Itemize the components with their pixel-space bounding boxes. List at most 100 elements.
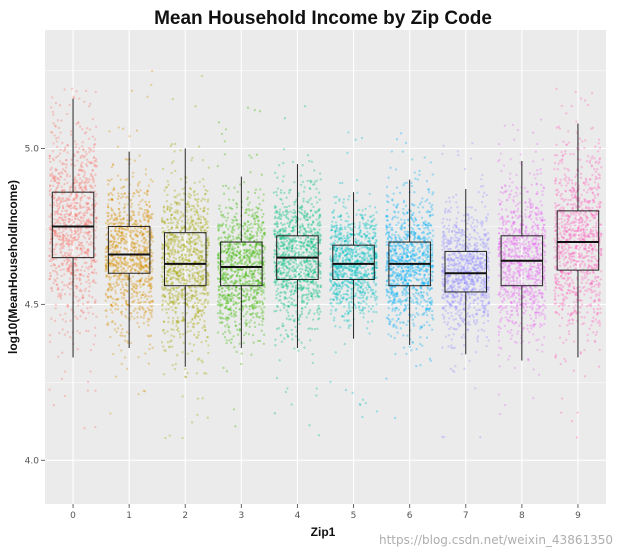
jitter-point xyxy=(135,220,138,223)
jitter-point xyxy=(188,249,191,252)
jitter-point xyxy=(317,209,320,212)
jitter-point xyxy=(198,239,201,242)
jitter-point xyxy=(88,150,91,154)
jitter-point xyxy=(163,220,166,223)
jitter-point xyxy=(49,242,52,246)
jitter-point xyxy=(136,190,139,194)
jitter-point xyxy=(107,183,110,186)
jitter-point xyxy=(78,289,81,292)
jitter-point xyxy=(87,290,91,293)
jitter-point xyxy=(150,217,154,220)
jitter-point xyxy=(230,261,233,265)
jitter-point xyxy=(107,211,110,215)
jitter-point xyxy=(48,226,51,229)
jitter-outlier xyxy=(121,127,125,130)
jitter-point xyxy=(80,188,84,192)
jitter-point xyxy=(52,248,55,251)
jitter-point xyxy=(185,258,188,262)
jitter-point xyxy=(201,361,204,364)
jitter-point xyxy=(189,225,192,228)
jitter-point xyxy=(343,225,347,229)
jitter-point xyxy=(147,295,151,298)
jitter-point xyxy=(197,274,200,278)
jitter-point xyxy=(189,329,192,333)
jitter-point xyxy=(176,328,179,332)
jitter-point xyxy=(64,209,67,212)
jitter-point xyxy=(136,239,139,243)
jitter-point xyxy=(83,173,86,176)
jitter-outlier xyxy=(48,388,51,391)
jitter-point xyxy=(62,268,65,271)
jitter-point xyxy=(110,251,113,254)
jitter-point xyxy=(129,236,132,239)
jitter-point xyxy=(310,203,314,206)
jitter-point xyxy=(110,165,114,169)
jitter-point xyxy=(299,247,302,250)
jitter-point xyxy=(188,280,191,283)
jitter-point xyxy=(110,234,113,237)
jitter-point xyxy=(236,280,239,283)
jitter-point xyxy=(125,367,129,370)
jitter-point xyxy=(307,254,310,257)
jitter-outlier xyxy=(315,394,318,397)
jitter-point xyxy=(54,167,57,171)
jitter-point xyxy=(189,240,193,243)
jitter-point xyxy=(92,258,96,261)
jitter-point xyxy=(294,210,297,213)
jitter-point xyxy=(79,163,83,166)
jitter-point xyxy=(170,334,173,337)
jitter-point xyxy=(76,348,79,351)
jitter-point xyxy=(280,241,284,244)
jitter-point xyxy=(224,325,227,328)
jitter-point xyxy=(258,249,261,252)
jitter-point xyxy=(140,226,143,230)
jitter-point xyxy=(70,239,74,243)
jitter-point xyxy=(162,320,165,323)
jitter-point xyxy=(79,125,82,128)
jitter-point xyxy=(69,133,73,136)
jitter-point xyxy=(197,249,200,252)
jitter-point xyxy=(52,195,55,198)
jitter-point xyxy=(182,267,185,271)
jitter-point xyxy=(136,234,139,237)
jitter-point xyxy=(104,268,107,271)
jitter-point xyxy=(125,196,128,199)
jitter-point xyxy=(181,333,185,336)
jitter-point xyxy=(140,251,143,254)
jitter-point xyxy=(199,227,202,230)
jitter-point xyxy=(251,226,254,229)
jitter-point xyxy=(54,156,58,159)
jitter-point xyxy=(65,175,69,178)
jitter-point xyxy=(139,259,142,263)
jitter-point xyxy=(228,331,232,334)
jitter-point xyxy=(134,234,138,237)
jitter-point xyxy=(110,303,113,307)
jitter-point xyxy=(132,295,135,298)
jitter-point xyxy=(143,257,147,260)
jitter-point xyxy=(251,213,255,216)
jitter-point xyxy=(48,193,52,196)
jitter-point xyxy=(246,230,249,233)
jitter-point xyxy=(50,287,53,290)
jitter-point xyxy=(176,245,179,248)
jitter-point xyxy=(53,210,56,213)
jitter-point xyxy=(121,304,124,307)
jitter-point xyxy=(129,269,132,272)
jitter-point xyxy=(163,287,166,290)
jitter-point xyxy=(161,299,164,302)
jitter-point xyxy=(116,237,120,241)
jitter-point xyxy=(107,206,110,209)
jitter-point xyxy=(149,290,152,293)
jitter-point xyxy=(273,270,276,273)
jitter-point xyxy=(55,201,58,205)
jitter-outlier xyxy=(201,397,204,400)
jitter-point xyxy=(121,237,124,240)
jitter-point xyxy=(189,194,193,197)
jitter-point xyxy=(57,136,60,139)
jitter-point xyxy=(311,280,314,283)
jitter-point xyxy=(173,195,176,199)
jitter-point xyxy=(193,314,197,317)
jitter-point xyxy=(146,334,150,338)
jitter-point xyxy=(75,197,78,200)
jitter-point xyxy=(131,175,135,178)
